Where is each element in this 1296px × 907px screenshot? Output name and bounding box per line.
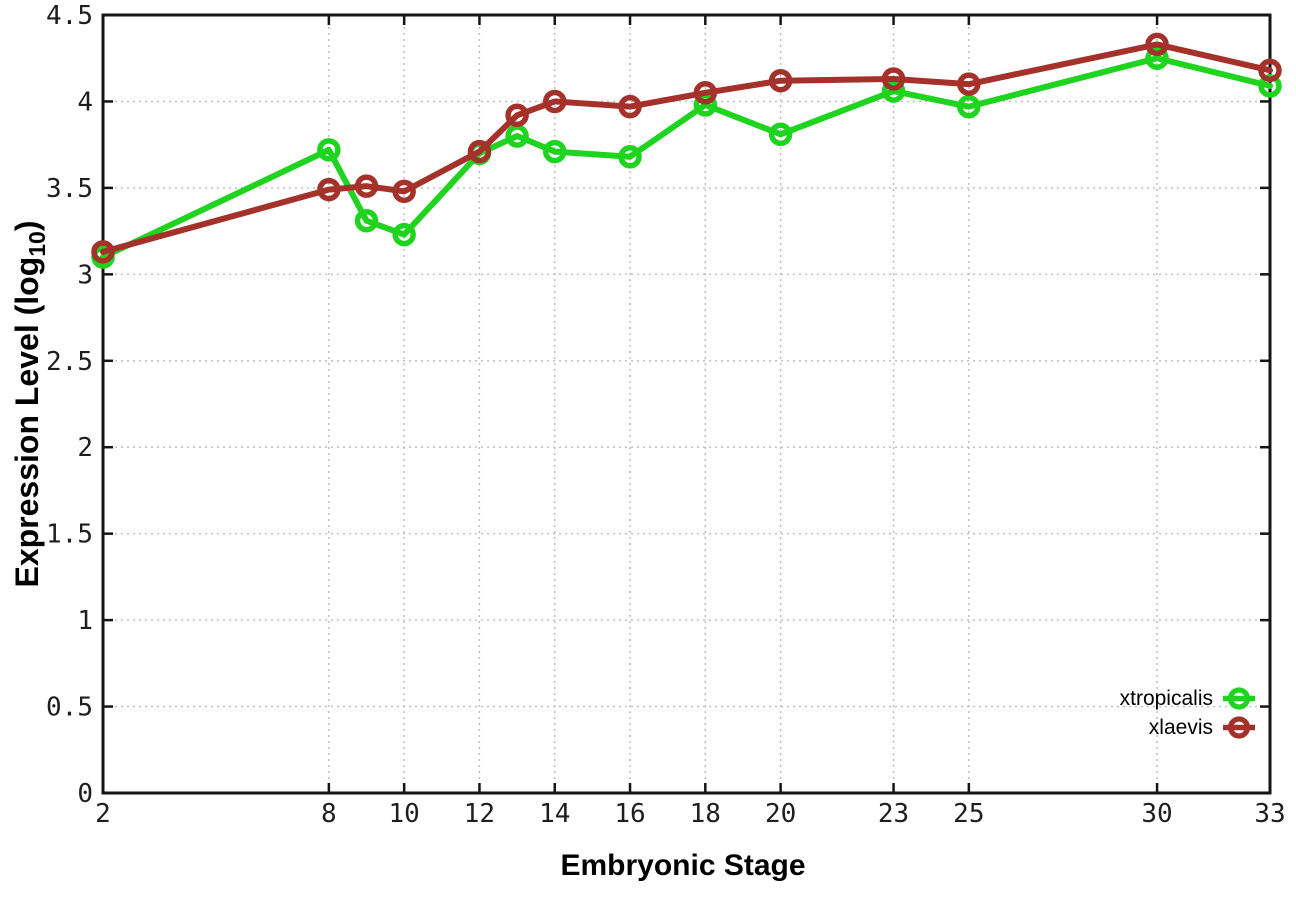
data-point-marker (91, 240, 115, 264)
legend-marker-circle-icon (1223, 716, 1255, 739)
axis-ticks (101, 13, 1272, 795)
data-point-marker (392, 222, 416, 247)
y-axis-title-subscript: 10 (24, 231, 51, 257)
data-point-marker (1258, 58, 1282, 83)
y-tick-label: 0.5 (46, 693, 93, 723)
data-point-marker (1145, 46, 1169, 70)
x-tick-label: 12 (464, 799, 495, 829)
y-axis-title: Expression Level (log10) (9, 220, 51, 587)
y-tick-label: 4 (77, 87, 93, 117)
y-tick-label: 3.5 (46, 174, 93, 204)
y-tick-label: 2 (77, 433, 93, 463)
data-point-marker (317, 177, 341, 202)
y-tick-label: 0 (77, 779, 93, 809)
y-axis-title-text: Expression Level (log (8, 256, 45, 588)
data-point-marker (354, 208, 379, 233)
y-tick-label: 3 (77, 260, 93, 290)
data-point-marker (505, 103, 529, 128)
data-point-marker (693, 93, 718, 117)
legend-label-xtropicalis: xtropicalis (1119, 687, 1213, 710)
plot-border (101, 13, 1272, 795)
series-xtropicalis (91, 46, 1282, 269)
data-point-marker (317, 138, 341, 162)
x-tick-label: 25 (953, 799, 984, 829)
x-tick-label: 20 (765, 799, 796, 829)
data-point-marker (618, 145, 642, 169)
x-tick-label: 30 (1141, 799, 1172, 829)
data-point-marker (467, 139, 492, 164)
data-point-marker (542, 89, 567, 114)
data-point-marker (354, 174, 379, 198)
data-point-marker (392, 179, 416, 204)
data-point-marker (693, 81, 718, 105)
data-point-marker (1145, 32, 1169, 57)
x-tick-label: 8 (321, 799, 337, 829)
data-point-marker (768, 68, 793, 93)
x-tick-label: 33 (1254, 799, 1285, 829)
gridlines (103, 15, 1270, 793)
data-point-marker (957, 94, 981, 119)
legend-item-xtropicalis: xtropicalis (1120, 684, 1255, 713)
legend-marker-circle-icon (1223, 687, 1255, 710)
legend-item-xlaevis: xlaevis (1149, 713, 1255, 742)
tick-labels: 2 8 10 12 14 16 18 20 23 25 30 33 0 0.5 1 1.5 2 2.5 3 3.5 4 4… (46, 1, 1286, 829)
x-axis-title: Embryonic Stage (560, 849, 806, 882)
x-tick-label: 23 (878, 799, 909, 829)
y-tick-label: 1 (77, 606, 93, 636)
x-tick-label: 2 (95, 799, 111, 829)
series-line-xtropicalis (100, 55, 1273, 261)
data-point-marker (618, 94, 642, 119)
data-point-marker (957, 72, 981, 96)
y-tick-label: 2.5 (46, 347, 93, 377)
y-tick-label: 1.5 (46, 520, 93, 550)
data-point-marker (881, 79, 906, 103)
x-tick-label: 10 (389, 799, 420, 829)
x-tick-label: 14 (539, 799, 570, 829)
legend-label-xlaevis: xlaevis (1148, 716, 1213, 739)
x-tick-label: 18 (690, 799, 721, 829)
x-tick-label: 16 (614, 799, 645, 829)
data-point-marker (881, 67, 906, 91)
y-axis-title-close: ) (8, 220, 45, 232)
data-point-marker (542, 139, 567, 164)
y-tick-label: 4.5 (46, 1, 93, 31)
series-xlaevis (91, 32, 1282, 264)
data-point-marker (768, 122, 793, 147)
